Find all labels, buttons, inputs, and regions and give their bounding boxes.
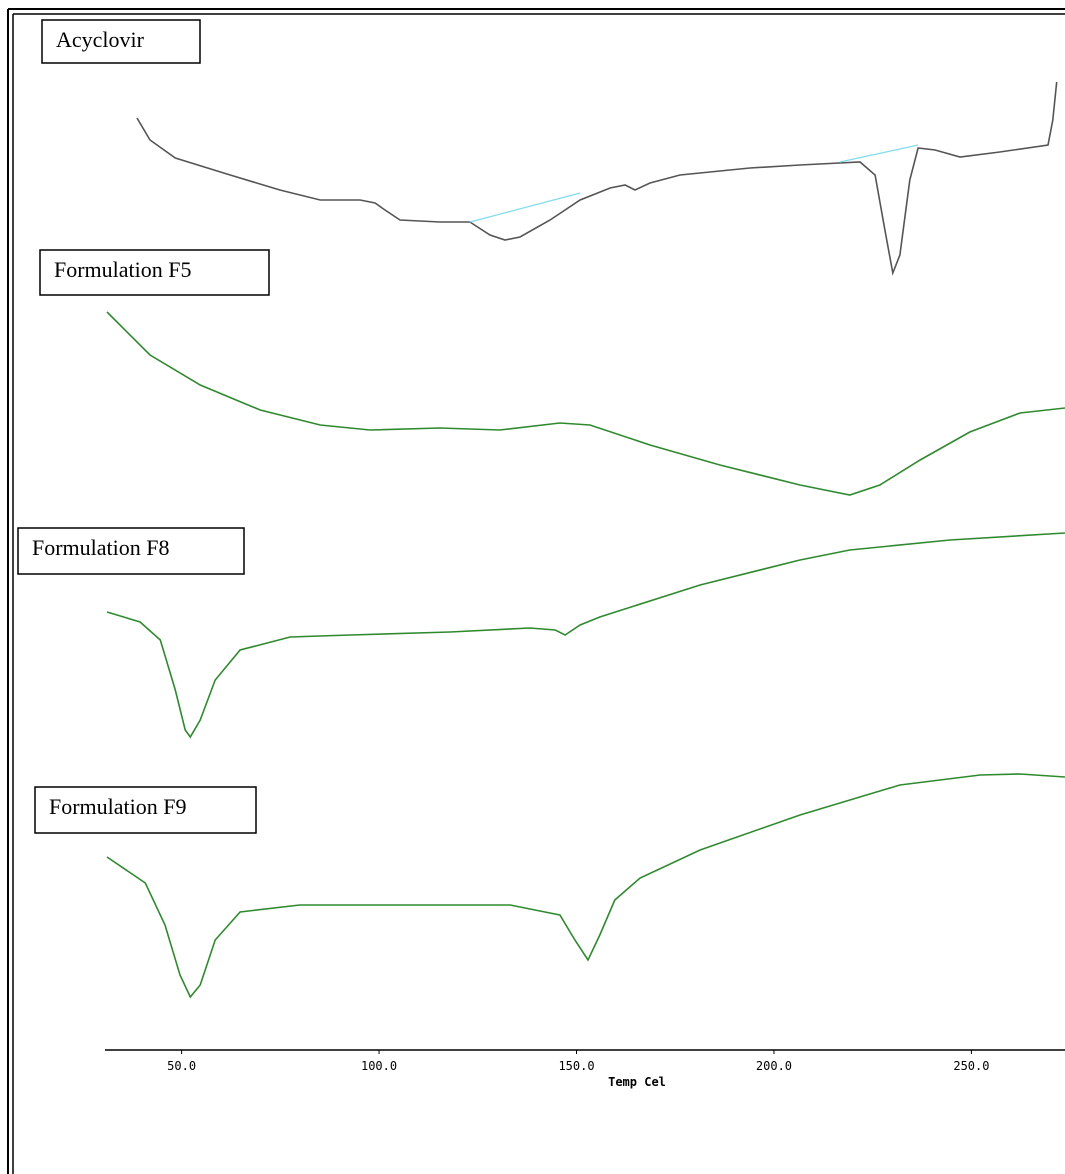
x-tick-label: 150.0 [558, 1059, 594, 1073]
label-box [34, 786, 257, 834]
x-tick-label: 250.0 [953, 1059, 989, 1073]
x-tick-label: 200.0 [756, 1059, 792, 1073]
series-line [839, 144, 919, 163]
series-line [106, 773, 1065, 999]
series-line [136, 81, 1058, 276]
series-label: Acyclovir [56, 27, 145, 52]
series-label: Formulation F9 [49, 794, 187, 819]
series-line [106, 532, 1065, 739]
series-label: Formulation F5 [54, 257, 192, 282]
label-box [17, 527, 245, 575]
series-line [106, 311, 1065, 496]
label-box [39, 249, 270, 296]
x-tick-label: 50.0 [167, 1059, 196, 1073]
x-tick-label: 100.0 [361, 1059, 397, 1073]
series-line [469, 192, 581, 223]
series-label: Formulation F8 [32, 535, 170, 560]
label-box [41, 19, 201, 64]
x-axis-label: Temp Cel [608, 1075, 666, 1089]
